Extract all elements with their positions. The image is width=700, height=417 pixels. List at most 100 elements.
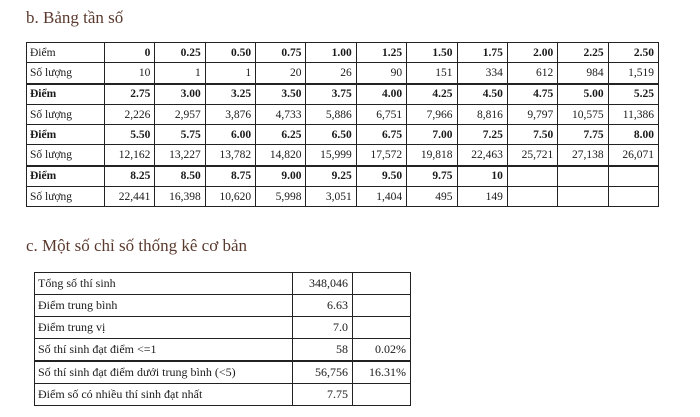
stat-label: Điểm trung bình (34, 294, 293, 317)
stat-value: 58 (292, 338, 353, 362)
score-cell: 2.50 (607, 41, 659, 63)
stat-row: Điểm trung vị 7.0 (34, 316, 411, 339)
count-cell: 984 (557, 62, 609, 84)
count-cell: 10 (103, 62, 156, 84)
score-cell: 2.00 (506, 41, 559, 63)
score-cell: 3.50 (255, 82, 307, 105)
count-cell: 2,957 (154, 103, 206, 125)
count-cell: 5,998 (255, 186, 307, 208)
score-cell: 1.25 (355, 41, 408, 63)
section-c-title: c. Một số chỉ số thống kê cơ bản (26, 236, 247, 255)
count-cell: 14,820 (255, 144, 307, 166)
stat-value: 7.0 (292, 316, 353, 339)
score-cell: 2.25 (557, 41, 609, 63)
score-cell: 7.00 (406, 124, 458, 145)
count-cell: 10,620 (204, 186, 257, 208)
count-cell: 12,162 (103, 144, 156, 166)
stat-row: Điểm trung bình 6.63 (34, 294, 411, 317)
score-label: Điểm (26, 124, 105, 145)
count-cell: 1 (204, 62, 257, 84)
score-cell: 0.75 (255, 41, 307, 63)
score-cell: 0.25 (154, 41, 206, 63)
count-cell: 13,782 (204, 144, 257, 166)
count-cell: 17,572 (355, 144, 408, 166)
score-cell: 3.75 (305, 82, 357, 105)
count-cell: 1 (154, 62, 206, 84)
stat-label: Điểm trung vị (34, 316, 293, 339)
score-cell: 4.75 (506, 82, 559, 105)
score-label: Điểm (26, 82, 105, 105)
count-cell: 11,386 (607, 103, 659, 125)
stat-label: Số thí sinh đạt điểm dưới trung bình (<5… (34, 360, 293, 384)
count-cell: 1,404 (355, 186, 408, 208)
count-cell (506, 186, 559, 208)
count-cell: 16,398 (154, 186, 206, 208)
score-cell: 8.00 (607, 124, 659, 145)
score-cell (557, 164, 609, 187)
stat-label: Tổng số thí sinh (34, 272, 293, 295)
stat-value: 6.63 (292, 294, 353, 317)
count-cell: 1,519 (607, 62, 659, 84)
score-cell (506, 164, 559, 187)
frequency-table: Điểm 0 0.25 0.50 0.75 1.00 1.25 1.50 1.75 2.00 2.2… (26, 41, 659, 208)
stat-row: Tổng số thí sinh 348,046 (34, 272, 411, 295)
stat-row: Số thí sinh đạt điểm dưới trung bình (<5… (34, 360, 411, 384)
statistics-table: Tổng số thí sinh 348,046 Điểm trung bình 6.… (34, 272, 411, 406)
score-row: Điểm 2.75 3.00 3.25 3.50 3.75 4.00 4.25 4.50 4.75… (26, 82, 659, 105)
count-cell: 22,441 (103, 186, 156, 208)
count-cell: 2,226 (103, 103, 156, 125)
count-cell: 20 (255, 62, 307, 84)
stat-row: Số thí sinh đạt điểm <=1 58 0.02% (34, 338, 411, 362)
score-cell: 10 (456, 164, 508, 187)
count-cell: 26 (305, 62, 357, 84)
score-cell: 9.00 (255, 164, 307, 187)
count-cell: 6,751 (355, 103, 408, 125)
stat-percent (352, 272, 411, 295)
count-cell: 13,227 (154, 144, 206, 166)
count-cell: 10,575 (557, 103, 609, 125)
score-cell: 3.25 (204, 82, 257, 105)
count-cell: 4,733 (255, 103, 307, 125)
score-label: Điểm (26, 164, 105, 187)
count-cell: 22,463 (456, 144, 508, 166)
score-cell: 5.00 (557, 82, 609, 105)
count-cell: 90 (355, 62, 408, 84)
count-cell: 8,816 (456, 103, 508, 125)
count-cell: 5,886 (305, 103, 357, 125)
stat-value: 7.75 (292, 383, 353, 406)
score-cell: 6.25 (255, 124, 307, 145)
count-row: Số lượng 22,441 16,398 10,620 5,998 3,051 1,40… (26, 186, 659, 208)
count-cell: 9,797 (506, 103, 559, 125)
score-cell: 4.25 (406, 82, 458, 105)
count-label: Số lượng (26, 186, 105, 208)
count-cell: 27,138 (557, 144, 609, 166)
score-row: Điểm 0 0.25 0.50 0.75 1.00 1.25 1.50 1.75 2.00 2.2… (26, 41, 659, 63)
count-label: Số lượng (26, 144, 105, 166)
score-cell: 1.00 (305, 41, 357, 63)
count-cell: 495 (406, 186, 458, 208)
score-cell: 9.75 (406, 164, 458, 187)
stat-label: Điểm số có nhiều thí sinh đạt nhất (34, 383, 293, 406)
score-cell: 9.50 (355, 164, 408, 187)
stat-percent: 16.31% (352, 360, 411, 384)
stat-percent (352, 383, 411, 406)
count-row: Số lượng 2,226 2,957 3,876 4,733 5,886 6,751 7,… (26, 103, 659, 125)
count-cell: 19,818 (406, 144, 458, 166)
score-cell: 8.50 (154, 164, 206, 187)
score-cell: 7.50 (506, 124, 559, 145)
score-cell: 7.75 (557, 124, 609, 145)
count-cell: 25,721 (506, 144, 559, 166)
score-row: Điểm 5.50 5.75 6.00 6.25 6.50 6.75 7.00 7.25 7.50… (26, 124, 659, 145)
score-cell: 6.75 (355, 124, 408, 145)
count-label: Số lượng (26, 62, 105, 84)
score-cell: 0.50 (204, 41, 257, 63)
score-cell: 8.25 (103, 164, 156, 187)
count-row: Số lượng 10 1 1 20 26 90 151 334 612 984 1,519 (26, 62, 659, 84)
count-cell: 612 (506, 62, 559, 84)
score-cell: 8.75 (204, 164, 257, 187)
score-cell: 4.00 (355, 82, 408, 105)
score-cell: 0 (103, 41, 156, 63)
count-cell: 334 (456, 62, 508, 84)
stat-percent (352, 294, 411, 317)
count-label: Số lượng (26, 103, 105, 125)
